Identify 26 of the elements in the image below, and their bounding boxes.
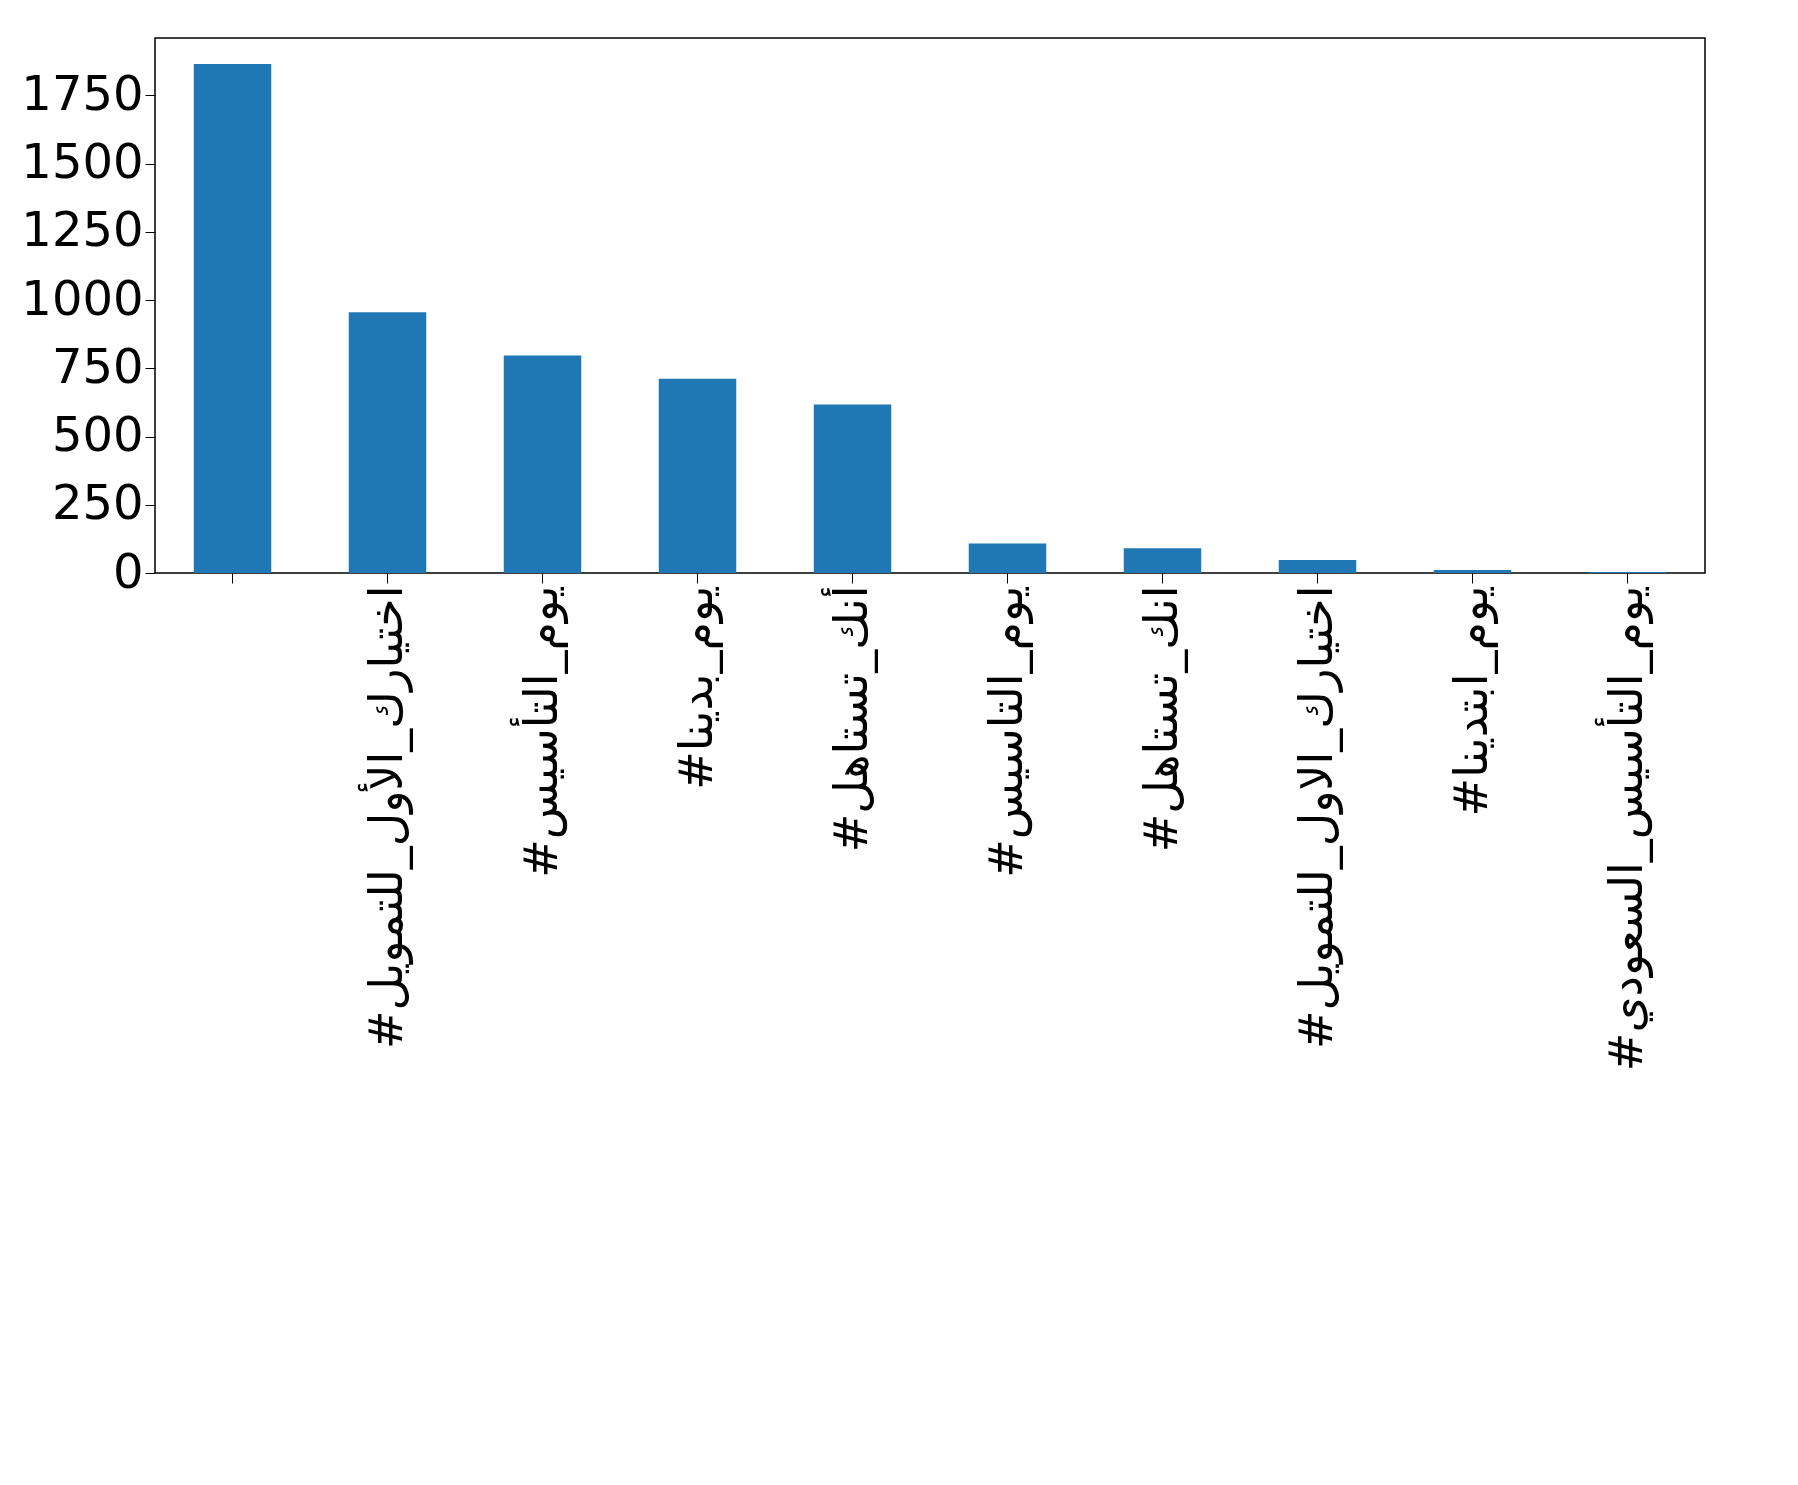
- y-tick-label: 250: [51, 474, 144, 531]
- bar: [1278, 559, 1357, 573]
- bar: [968, 543, 1047, 573]
- x-tick-label: #يوم_ابتدينا: [1443, 585, 1499, 817]
- bar: [658, 378, 737, 573]
- bar: [348, 312, 427, 573]
- bar: [193, 63, 272, 573]
- y-tick-label: 500: [51, 406, 144, 463]
- x-tick-label: #أنك_تستاهل: [820, 585, 878, 853]
- y-tick-label: 750: [51, 337, 144, 394]
- y-tick-label: 1000: [21, 269, 144, 326]
- bar: [1123, 548, 1202, 573]
- bar: [503, 355, 582, 573]
- y-tick-label: 1250: [21, 201, 144, 258]
- x-tick-label: #انك_تستاهل: [1133, 585, 1188, 853]
- x-tick-label: #اختيارك_الاول_للتمويل: [1288, 585, 1344, 1049]
- y-tick-label: 1500: [21, 133, 144, 190]
- x-tick-label: #اختيارك_الأول_للتمويل: [356, 585, 414, 1049]
- bar: [813, 404, 892, 573]
- x-tick-label: #يوم_بدينا: [668, 585, 724, 790]
- bar: [1433, 570, 1512, 573]
- x-tick-label: #يوم_التأسيس_السعودي: [1593, 585, 1654, 1072]
- x-tick-label: #يوم_التاسيس: [978, 585, 1034, 878]
- y-tick-label: 0: [112, 542, 144, 599]
- x-tick-label: #يوم_التأسيس: [508, 585, 569, 878]
- y-tick-label: 1750: [21, 64, 144, 121]
